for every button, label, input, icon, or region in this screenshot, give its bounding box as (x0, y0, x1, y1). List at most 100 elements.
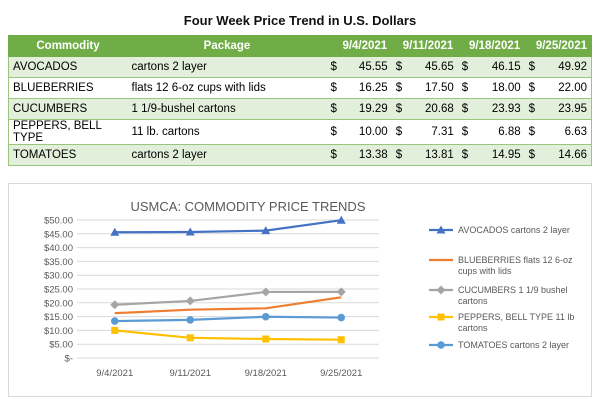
y-tick-label: $50.00 (44, 216, 73, 227)
data-point (261, 226, 271, 235)
commodity-cell: CUCUMBERS (8, 98, 128, 120)
price-cell: 22.00 (546, 77, 592, 99)
x-tick-label: 9/18/2021 (245, 368, 287, 379)
table-row: CUCUMBERS 1 1/9-bushel cartons $19.29 $20.6… (8, 98, 592, 120)
y-tick-label: $- (65, 354, 73, 365)
currency-symbol: $ (391, 56, 414, 78)
data-point (185, 227, 195, 236)
legend-label: TOMATOES cartons 2 layer (458, 340, 569, 350)
price-cell: 46.15 (479, 56, 525, 78)
y-tick-label: $40.00 (44, 243, 73, 254)
currency-symbol: $ (457, 56, 480, 78)
table-title: Four Week Price Trend in U.S. Dollars (183, 13, 417, 28)
line-chart: USMCA: COMMODITY PRICE TRENDS $- $5.00 $10.… (44, 199, 574, 379)
data-point (336, 287, 346, 297)
package-cell: 11 lb. cartons (127, 119, 327, 145)
price-cell: 6.63 (546, 119, 592, 145)
header-week-1: 9/4/2021 (325, 35, 393, 57)
price-cell: 16.25 (348, 77, 392, 99)
price-cell: 19.29 (348, 98, 392, 120)
currency-symbol: $ (391, 98, 414, 120)
series-line (114, 219, 342, 234)
y-tick-label: $35.00 (44, 257, 73, 268)
package-cell: 1 1/9-bushel cartons (127, 98, 327, 120)
currency-symbol: $ (326, 144, 349, 166)
chart-container: USMCA: COMMODITY PRICE TRENDS $- $5.00 $10.… (8, 183, 592, 397)
commodity-cell: AVOCADOS (8, 56, 128, 78)
table-row: TOMATOES cartons 2 layer $13.38 $13.81 $14.9… (8, 144, 592, 166)
price-cell: 20.68 (413, 98, 458, 120)
currency-symbol: $ (326, 77, 349, 99)
series-line (114, 329, 342, 341)
y-tick-label: $15.00 (44, 312, 73, 323)
currency-symbol: $ (457, 77, 480, 99)
data-point (261, 312, 270, 321)
legend-marker (436, 225, 446, 234)
x-tick-label: 9/4/2021 (96, 368, 133, 379)
series-line (114, 290, 342, 306)
y-tick-label: $30.00 (44, 271, 73, 282)
legend-marker (436, 285, 446, 295)
legend-label: PEPPERS, BELL TYPE 11 lb cartons (458, 312, 574, 333)
data-point (336, 215, 346, 224)
legend-marker (437, 313, 445, 321)
table-row: AVOCADOS cartons 2 layer $45.55 $45.65 $46.1… (8, 56, 592, 78)
price-cell: 17.50 (413, 77, 458, 99)
currency-symbol: $ (326, 119, 349, 145)
price-cell: 45.65 (413, 56, 458, 78)
y-tick-label: $25.00 (44, 285, 73, 296)
x-tick-label: 9/11/2021 (169, 368, 211, 379)
price-cell: 14.95 (479, 144, 525, 166)
currency-symbol: $ (391, 144, 414, 166)
currency-symbol: $ (524, 56, 547, 78)
currency-symbol: $ (391, 77, 414, 99)
data-point (110, 300, 120, 310)
price-cell: 7.31 (413, 119, 458, 145)
data-point (337, 313, 346, 322)
x-tick-label: 9/25/2021 (320, 368, 362, 379)
data-point (110, 317, 119, 325)
legend-label: BLUEBERRIES flats 12 6-oz cups with lids (458, 255, 573, 276)
price-cell: 10.00 (348, 119, 392, 145)
data-point (261, 287, 271, 297)
data-point (262, 335, 270, 343)
chart-title: USMCA: COMMODITY PRICE TRENDS (131, 199, 366, 214)
series-line (114, 315, 342, 323)
data-point (185, 296, 195, 306)
currency-symbol: $ (326, 56, 349, 78)
legend-label: CUCUMBERS 1 1/9 bushel cartons (458, 285, 568, 306)
commodity-cell: TOMATOES (8, 144, 128, 166)
price-table: Commodity Package 9/4/2021 9/11/2021 9/1… (8, 35, 592, 166)
header-week-3: 9/18/2021 (457, 35, 526, 57)
currency-symbol: $ (524, 144, 547, 166)
currency-symbol: $ (524, 119, 547, 145)
commodity-cell: PEPPERS, BELL TYPE (8, 119, 128, 145)
header-commodity: Commodity (8, 35, 128, 57)
table-row: BLUEBERRIES flats 12 6-oz cups with lids $… (8, 77, 592, 99)
currency-symbol: $ (524, 77, 547, 99)
series-line (114, 296, 342, 315)
currency-symbol: $ (457, 119, 480, 145)
price-cell: 13.38 (348, 144, 392, 166)
legend-marker (437, 341, 445, 349)
price-cell: 23.93 (479, 98, 525, 120)
package-cell: cartons 2 layer (127, 56, 327, 78)
price-cell: 49.92 (546, 56, 592, 78)
currency-symbol: $ (457, 144, 480, 166)
package-cell: flats 12 6-oz cups with lids (127, 77, 327, 99)
y-tick-label: $5.00 (49, 340, 73, 351)
data-point (111, 326, 119, 334)
data-point (110, 227, 120, 236)
y-tick-label: $45.00 (44, 229, 73, 240)
currency-symbol: $ (326, 98, 349, 120)
table-row: PEPPERS, BELL TYPE 11 lb. cartons $10.00 $7… (8, 119, 592, 145)
data-point (186, 334, 194, 342)
table-header-row: Commodity Package 9/4/2021 9/11/2021 9/1… (8, 35, 592, 57)
currency-symbol: $ (457, 98, 480, 120)
currency-symbol: $ (391, 119, 414, 145)
price-cell: 13.81 (413, 144, 458, 166)
y-tick-label: $10.00 (44, 326, 73, 337)
price-cell: 14.66 (546, 144, 592, 166)
legend-label: AVOCADOS cartons 2 layer (458, 225, 570, 235)
price-cell: 18.00 (479, 77, 525, 99)
